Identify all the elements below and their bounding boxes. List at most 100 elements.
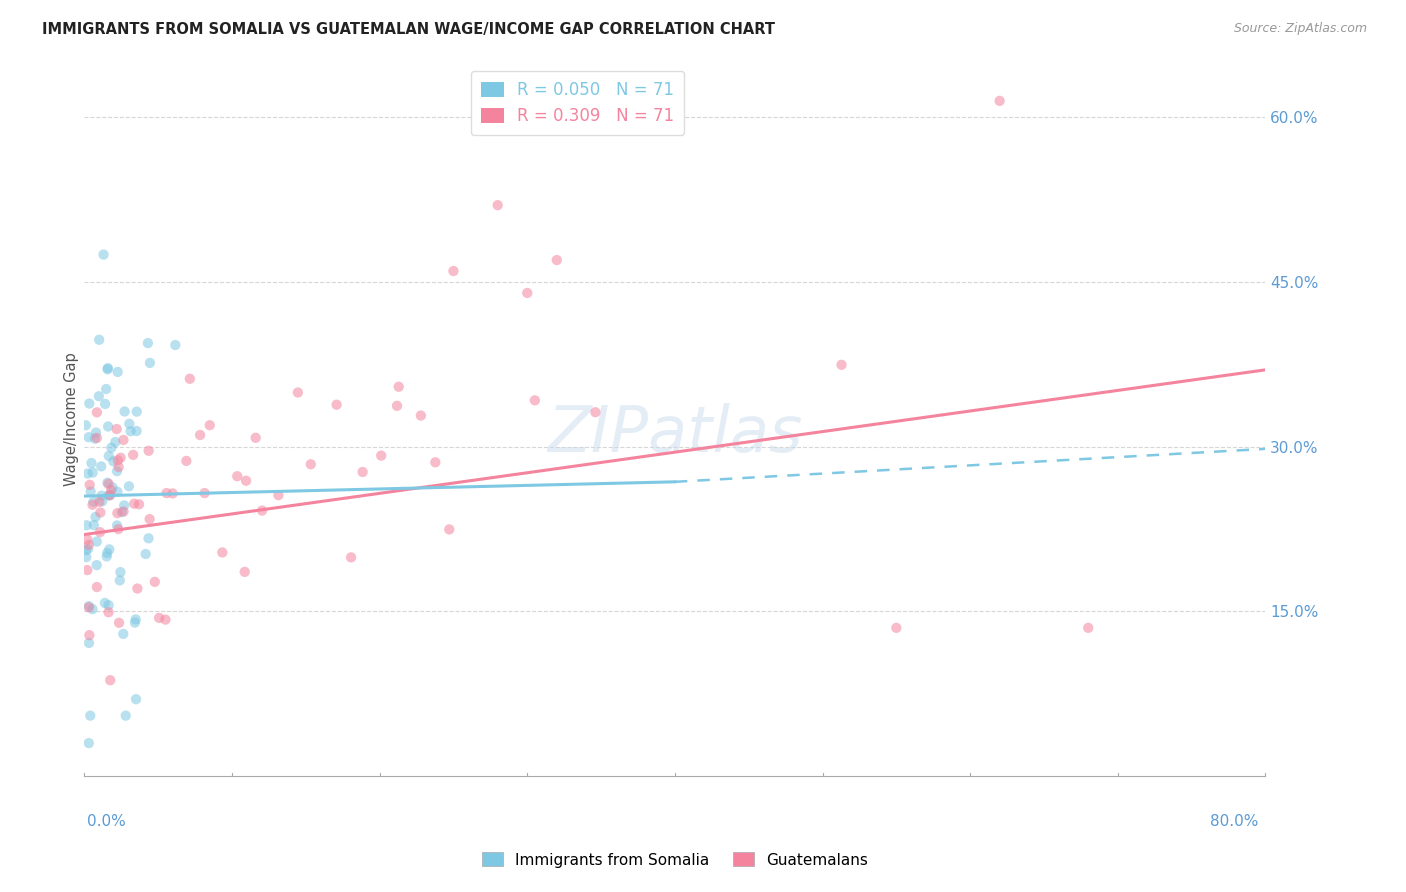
Point	[107, 460, 129, 475]
Point	[110, 450, 132, 465]
Point	[112, 627, 135, 641]
Point	[105, 422, 128, 436]
Point	[112, 499, 135, 513]
Legend: R = 0.050   N = 71, R = 0.309   N = 71: R = 0.050 N = 71, R = 0.309 N = 71	[471, 70, 685, 135]
Point	[77, 599, 100, 614]
Point	[125, 692, 148, 706]
Point	[125, 424, 148, 438]
Point	[89, 525, 111, 540]
Point	[97, 362, 120, 376]
Point	[97, 419, 120, 434]
Point	[91, 494, 114, 508]
Point	[409, 409, 432, 423]
Point	[77, 538, 100, 552]
Point	[370, 449, 392, 463]
Point	[98, 673, 121, 688]
Point	[143, 574, 166, 589]
Point	[385, 399, 408, 413]
Point	[107, 522, 129, 536]
Point	[194, 486, 217, 500]
Point	[86, 431, 108, 445]
Point	[89, 333, 111, 347]
Point	[89, 495, 111, 509]
Point	[86, 558, 108, 573]
Legend: Immigrants from Somalia, Guatemalans: Immigrants from Somalia, Guatemalans	[475, 847, 875, 873]
Point	[77, 636, 100, 650]
Point	[155, 486, 177, 500]
Point	[179, 372, 201, 386]
Point	[112, 504, 135, 518]
Point	[75, 550, 97, 565]
Point	[325, 398, 347, 412]
Point	[136, 336, 159, 351]
Point	[94, 596, 117, 610]
Text: IMMIGRANTS FROM SOMALIA VS GUATEMALAN WAGE/INCOME GAP CORRELATION CHART: IMMIGRANTS FROM SOMALIA VS GUATEMALAN WA…	[42, 22, 775, 37]
Point	[97, 476, 120, 491]
Point	[165, 338, 187, 352]
Point	[886, 621, 908, 635]
Point	[105, 484, 128, 499]
Point	[107, 365, 129, 379]
Point	[90, 459, 112, 474]
Point	[250, 503, 273, 517]
Point	[77, 430, 100, 444]
Point	[120, 424, 142, 438]
Point	[94, 382, 117, 396]
Point	[83, 432, 105, 446]
Point	[108, 615, 131, 630]
Point	[1077, 621, 1099, 635]
Point	[114, 708, 136, 723]
Point	[76, 563, 98, 577]
Text: 80.0%: 80.0%	[1211, 814, 1258, 829]
Point	[352, 465, 374, 479]
Point	[583, 405, 606, 419]
Point	[97, 449, 120, 463]
Point	[198, 418, 221, 433]
Text: 0.0%: 0.0%	[87, 814, 127, 829]
Point	[96, 546, 118, 560]
Point	[110, 565, 132, 579]
Point	[104, 435, 127, 450]
Point	[138, 512, 160, 526]
Point	[107, 453, 129, 467]
Point	[75, 543, 97, 558]
Point	[93, 247, 115, 261]
Point	[439, 523, 461, 537]
Point	[84, 510, 107, 524]
Point	[101, 480, 124, 494]
Point	[148, 611, 170, 625]
Point	[97, 361, 120, 376]
Point	[90, 489, 112, 503]
Point	[125, 612, 148, 626]
Point	[103, 454, 125, 468]
Point	[118, 417, 141, 431]
Point	[138, 443, 160, 458]
Point	[523, 393, 546, 408]
Point	[127, 582, 149, 596]
Point	[831, 358, 853, 372]
Point	[516, 285, 538, 300]
Point	[97, 598, 120, 612]
Point	[299, 457, 322, 471]
Text: Source: ZipAtlas.com: Source: ZipAtlas.com	[1233, 22, 1367, 36]
Point	[546, 253, 568, 268]
Point	[76, 533, 98, 547]
Point	[287, 385, 309, 400]
Point	[96, 475, 118, 490]
Point	[486, 198, 509, 212]
Point	[86, 534, 108, 549]
Point	[138, 532, 160, 546]
Point	[245, 431, 267, 445]
Point	[122, 448, 145, 462]
Point	[135, 547, 157, 561]
Point	[96, 549, 118, 564]
Point	[79, 396, 101, 410]
Point	[82, 495, 104, 509]
Point	[111, 505, 134, 519]
Point	[108, 574, 131, 588]
Point	[98, 488, 121, 502]
Point	[988, 94, 1011, 108]
Point	[125, 404, 148, 418]
Point	[425, 455, 447, 469]
Point	[139, 356, 162, 370]
